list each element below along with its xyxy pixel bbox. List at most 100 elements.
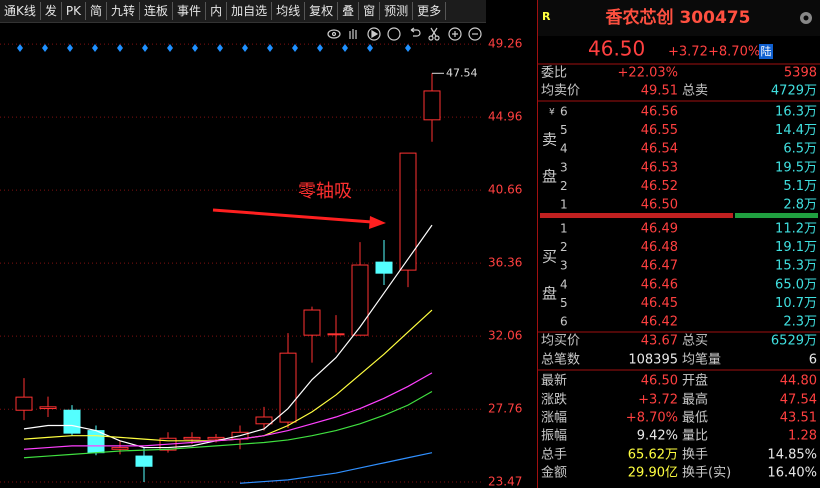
toolbar-button[interactable]: 九转 — [107, 2, 141, 20]
toolbar: 通K线发 PK 简九转 连板 事件内加自选 均线 复权叠窗预测 更多 — [0, 0, 486, 23]
quote-cell: 涨幅 — [541, 411, 567, 426]
change-pct: +8.70% — [708, 45, 760, 60]
quote-cell: 最高 — [682, 392, 708, 408]
candle-body — [399, 152, 417, 271]
toolbar-button[interactable]: 复权 — [305, 2, 339, 20]
candle-body — [375, 261, 393, 274]
toolbar-button[interactable]: 均线 — [272, 2, 306, 20]
level: 3 — [560, 160, 568, 174]
candle-body — [135, 455, 153, 467]
quote-cell: 43.67 — [641, 334, 678, 349]
y-tick-label: 36.36 — [488, 256, 522, 270]
toolbar-button[interactable]: 通K线 — [0, 2, 41, 20]
quote-cell: 49.51 — [641, 84, 678, 99]
settings-icon[interactable] — [800, 12, 812, 24]
toolbar-button[interactable]: 事件 — [173, 2, 207, 20]
level: 6 — [560, 315, 568, 329]
toolbar-button[interactable]: 加自选 — [227, 2, 273, 20]
candle-body — [255, 416, 273, 425]
quote-cell: 108395 — [628, 353, 678, 368]
toolbar-button[interactable]: PK — [62, 2, 86, 20]
quote-cell: 金额 — [541, 465, 567, 481]
quote-cell: 65.62万 — [628, 448, 678, 463]
candle-body — [183, 436, 201, 440]
toolbar-button[interactable]: 简 — [86, 2, 108, 20]
currency: ¥ — [549, 108, 555, 118]
ratio-bar-buy — [735, 213, 818, 218]
quote-cell: 6529万 — [771, 334, 817, 349]
candle-body — [87, 430, 105, 454]
ratio-bar-sell — [540, 213, 733, 218]
side-label: 盘 — [542, 285, 557, 303]
quote-cell: 最新 — [541, 373, 567, 389]
candle-body — [423, 90, 441, 121]
level: 1 — [560, 198, 568, 212]
level-volume: 2.3万 — [783, 315, 817, 330]
level: 2 — [560, 240, 568, 254]
toolbar-button[interactable]: 连板 — [140, 2, 174, 20]
quote-cell: 46.50 — [641, 374, 678, 389]
toolbar-button[interactable]: 发 — [41, 2, 62, 20]
candle-body — [39, 406, 57, 410]
level-volume: 6.5万 — [783, 142, 817, 157]
y-tick-label: 32.06 — [488, 329, 522, 343]
level-price: 46.47 — [641, 259, 678, 274]
moving-average — [23, 224, 433, 449]
quote-cell: 换手(实) — [682, 466, 731, 481]
quote-cell: 9.42% — [637, 429, 678, 444]
price: 46.50 — [588, 37, 645, 61]
level-price: 46.49 — [641, 222, 678, 237]
stock-name: 香农芯创 300475 — [606, 7, 751, 28]
high-marker-label: 47.54 — [446, 66, 478, 79]
level: 4 — [560, 277, 568, 291]
y-tick-label: 49.26 — [488, 37, 522, 51]
toolbar-button[interactable]: 内 — [206, 2, 228, 20]
level: 4 — [560, 142, 568, 156]
level: 1 — [560, 222, 568, 236]
quote-cell: +8.70% — [626, 411, 678, 426]
level: 6 — [560, 105, 568, 119]
quote-cell: 5398 — [784, 66, 817, 81]
y-tick-label: 23.47 — [488, 475, 522, 488]
toolbar-button[interactable]: 更多 — [413, 2, 447, 20]
toolbar-button[interactable]: 预测 — [380, 2, 414, 20]
quote-cell: 29.90亿 — [628, 466, 678, 481]
quote-cell: +22.03% — [618, 66, 678, 81]
quote-cell: 6 — [809, 353, 817, 368]
toolbar-button[interactable]: 窗 — [359, 2, 381, 20]
quote-cell: 43.51 — [780, 411, 817, 426]
level-volume: 14.4万 — [775, 123, 817, 138]
badge: R — [542, 10, 551, 23]
level: 5 — [560, 123, 568, 137]
level-price: 46.42 — [641, 315, 678, 330]
quote-cell: 换手 — [682, 448, 708, 463]
level-price: 46.45 — [641, 296, 678, 311]
candle-body — [327, 333, 345, 336]
quote-cell: 均笔量 — [682, 352, 721, 368]
quote-cell: 47.54 — [780, 393, 817, 408]
level-volume: 65.0万 — [775, 277, 817, 292]
level-volume: 2.8万 — [783, 198, 817, 213]
level-price: 46.53 — [641, 160, 678, 175]
quote-cell: 量比 — [682, 429, 708, 444]
level-volume: 10.7万 — [775, 296, 817, 311]
level: 5 — [560, 296, 568, 310]
quote-cell: 委比 — [541, 66, 567, 81]
quote-cell: 44.80 — [780, 374, 817, 389]
quote-cell: 总手 — [541, 448, 567, 463]
quote-cell: 14.85% — [767, 448, 817, 463]
annotation: 零轴吸 — [298, 181, 352, 202]
side-label: 买 — [542, 248, 557, 266]
market-badge-bg — [759, 44, 773, 59]
chart-tools[interactable] — [327, 27, 482, 41]
quote-cell: 总笔数 — [541, 352, 580, 368]
toolbar-button[interactable]: 叠 — [338, 2, 360, 20]
moving-average — [23, 372, 433, 450]
y-tick-label: 27.76 — [488, 402, 522, 416]
quote-cell: 均买价 — [541, 334, 580, 349]
candle-body — [207, 436, 225, 440]
level-price: 46.46 — [641, 277, 678, 292]
plot — [15, 73, 441, 484]
quote-cell: +3.72 — [638, 393, 678, 408]
